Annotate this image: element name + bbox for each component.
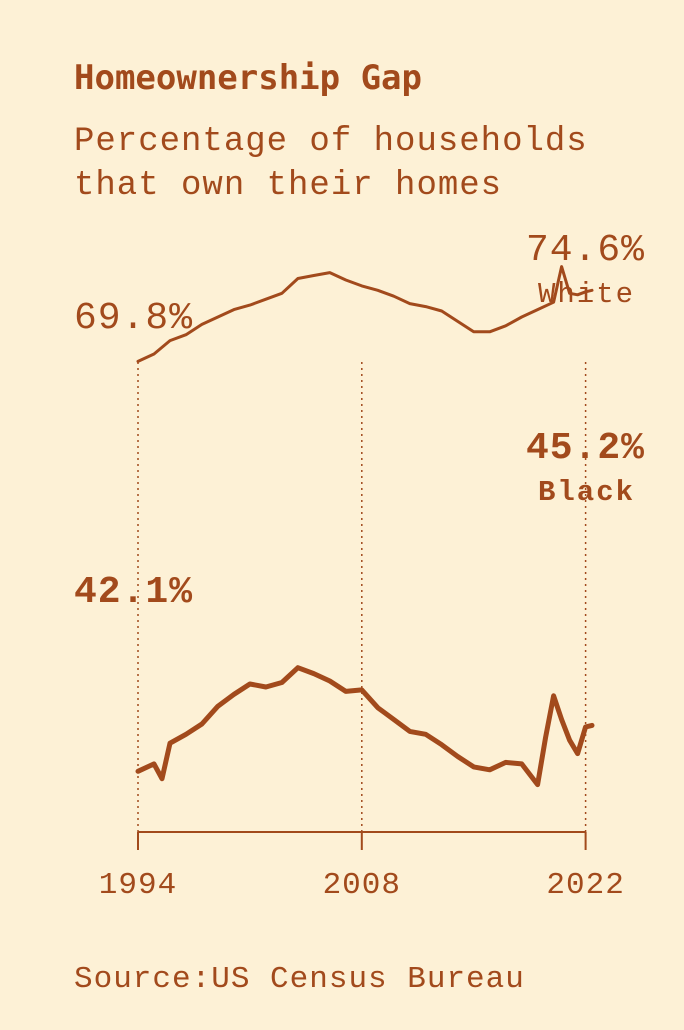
chart-subtitle: Percentage of households that own their …: [74, 123, 588, 205]
black-series-name: Black: [538, 476, 635, 509]
white-series-name: White: [538, 278, 635, 311]
black-start-label: 42.1%: [74, 571, 193, 614]
black-end-label: 45.2%: [526, 427, 645, 470]
series-line-white: [136, 265, 594, 363]
x-tick-label-1994: 1994: [99, 868, 177, 903]
x-tick-label-2008: 2008: [323, 868, 401, 903]
white-start-label: 69.8%: [74, 297, 193, 340]
chart-source: Source:US Census Bureau: [74, 962, 525, 997]
chart-title: Homeownership Gap: [74, 58, 422, 98]
white-end-label: 74.6%: [526, 229, 645, 272]
series-line-black: [135, 665, 595, 788]
x-tick-label-2022: 2022: [546, 868, 624, 903]
